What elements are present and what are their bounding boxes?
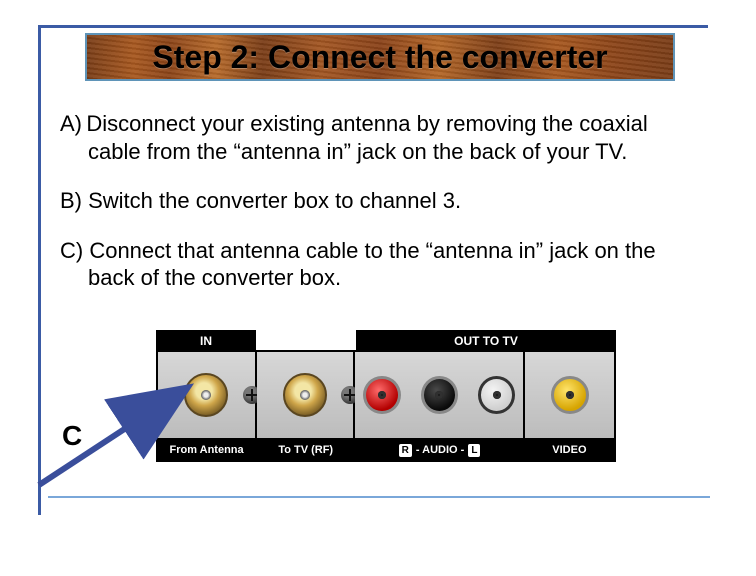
label-video: VIDEO: [525, 440, 614, 460]
tab-in: IN: [156, 330, 256, 350]
pointer-label: C: [62, 420, 82, 452]
label-to-tv-rf: To TV (RF): [257, 440, 356, 460]
section-to-tv-rf: [257, 352, 356, 438]
panel-tabs: IN OUT TO TV: [156, 330, 616, 350]
tab-gap: [256, 330, 356, 350]
panel-labels: From Antenna To TV (RF) R - AUDIO - L VI…: [156, 440, 616, 462]
chip-l: L: [468, 444, 480, 457]
rca-audio-mid: [421, 376, 458, 414]
label-audio-mid: - AUDIO -: [416, 444, 464, 456]
label-audio: R - AUDIO - L: [356, 440, 525, 460]
step-a-text: A) Disconnect your existing antenna by r…: [60, 110, 700, 165]
converter-back-panel: IN OUT TO TV From Antenna: [156, 330, 616, 462]
rca-video: [551, 376, 589, 414]
coax-from-antenna: [184, 373, 228, 417]
section-audio: [355, 352, 525, 438]
section-video: [525, 352, 614, 438]
title-text: Step 2: Connect the converter: [152, 39, 607, 76]
frame-left-rule: [38, 25, 41, 515]
bottom-rule: [48, 496, 710, 498]
label-from-antenna: From Antenna: [158, 440, 257, 460]
panel-body: [156, 350, 616, 440]
rca-audio-right: [363, 376, 400, 414]
step-a: A) Disconnect your existing antenna by r…: [60, 110, 700, 165]
step-b-text: B) Switch the converter box to channel 3…: [60, 187, 700, 215]
step-c-text: C) Connect that antenna cable to the “an…: [60, 237, 700, 292]
title-bar: Step 2: Connect the converter: [85, 33, 675, 81]
chip-r: R: [399, 444, 412, 457]
coax-to-tv: [283, 373, 327, 417]
step-c: C) Connect that antenna cable to the “an…: [60, 237, 700, 292]
section-from-antenna: [158, 352, 257, 438]
frame-top-rule: [38, 25, 708, 28]
rca-audio-left: [478, 376, 515, 414]
step-b: B) Switch the converter box to channel 3…: [60, 187, 700, 215]
slide: Step 2: Connect the converter A) Disconn…: [0, 0, 756, 576]
tab-out: OUT TO TV: [356, 330, 616, 350]
body-text: A) Disconnect your existing antenna by r…: [60, 110, 700, 308]
